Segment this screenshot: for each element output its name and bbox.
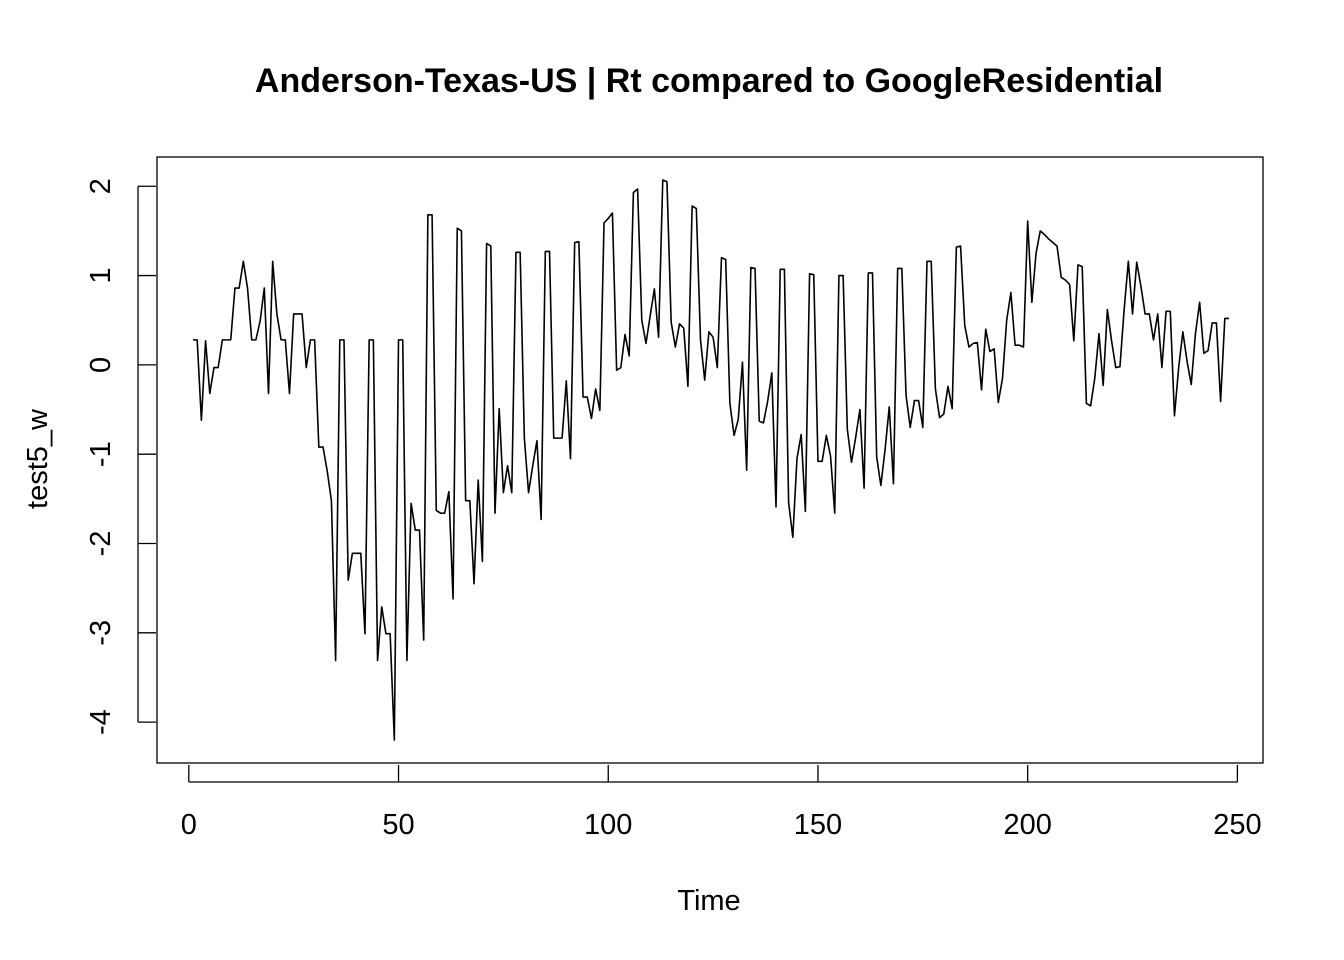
x-axis-label: Time	[677, 885, 740, 917]
y-tick-label: 2	[85, 178, 117, 194]
y-tick-label: -2	[85, 531, 117, 557]
chart-title: Anderson-Texas-US | Rt compared to Googl…	[255, 62, 1163, 100]
x-tick-label: 200	[1003, 809, 1051, 841]
y-tick-label: -3	[85, 620, 117, 646]
x-tick-label: 150	[794, 809, 842, 841]
y-tick-label: 1	[85, 267, 117, 283]
y-tick-label: 0	[85, 357, 117, 373]
x-tick-label: 50	[382, 809, 414, 841]
y-tick-label: -1	[85, 441, 117, 467]
x-tick-label: 250	[1213, 809, 1261, 841]
plot-frame	[156, 156, 1264, 764]
series-line	[193, 179, 1229, 741]
plot-area: 0 50 100 150 200 250 -4 -3 -2 -1 0 1 2	[85, 156, 1264, 841]
y-axis-label: test5_w	[22, 408, 54, 509]
y-tick-label: -4	[85, 709, 117, 735]
x-tick-label: 0	[181, 809, 197, 841]
x-tick-label: 100	[584, 809, 632, 841]
